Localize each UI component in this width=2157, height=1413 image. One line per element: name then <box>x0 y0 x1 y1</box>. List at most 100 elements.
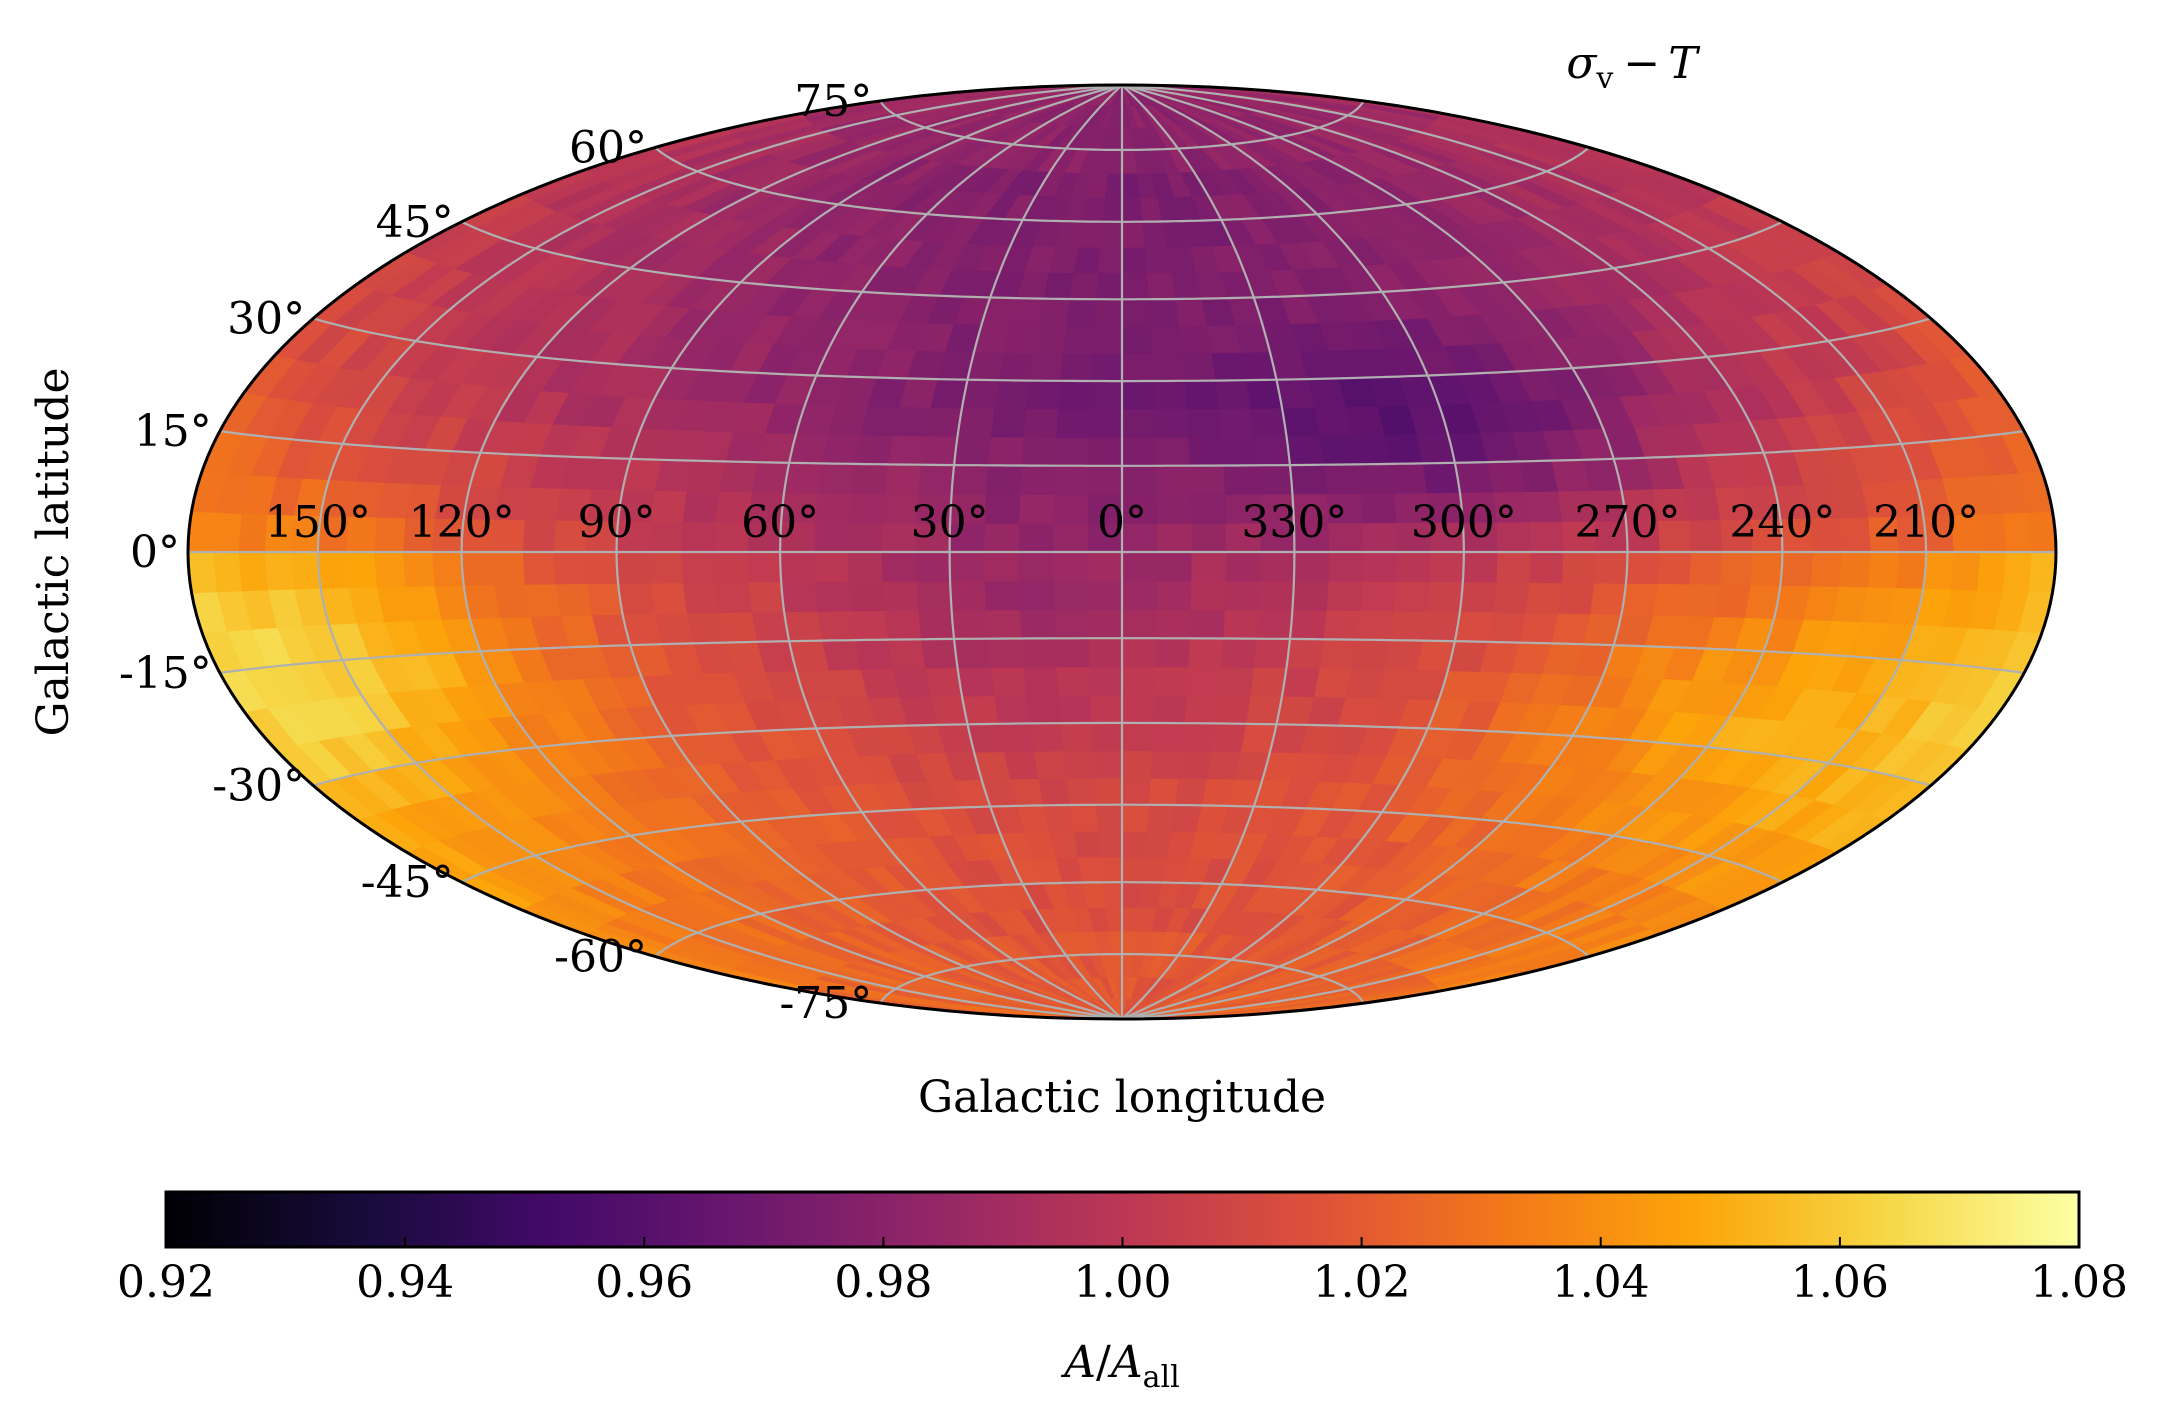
latitude-tick-label: -60° <box>554 931 647 982</box>
heatmap-cell <box>983 522 1020 553</box>
heatmap-cell <box>718 460 758 493</box>
title-sigma: σ <box>1566 38 1598 89</box>
heatmap-cell <box>585 582 624 616</box>
heatmap-cell <box>1351 434 1391 465</box>
heatmap-cell <box>212 511 242 553</box>
heatmap-cell <box>1068 804 1099 832</box>
heatmap-cell <box>402 551 435 587</box>
heatmap-cell <box>1087 436 1123 467</box>
heatmap-cell <box>993 379 1030 410</box>
heatmap-cell <box>1259 551 1295 582</box>
grid-layer <box>188 85 2056 1019</box>
heatmap-cell <box>1022 666 1059 696</box>
heatmap-cell <box>649 582 687 615</box>
heatmap-cell <box>1518 611 1559 644</box>
heatmap-cell <box>1185 666 1222 696</box>
colorbar-tick-label: 1.04 <box>1552 1257 1650 1308</box>
heatmap-cell <box>1593 551 1629 584</box>
heatmap-cell <box>1289 609 1327 640</box>
heatmap-cell <box>1155 580 1192 611</box>
heatmap-cell <box>1222 609 1260 640</box>
heatmap-cell <box>1086 580 1123 611</box>
heatmap-cell <box>431 551 465 587</box>
heatmap-cell <box>1121 272 1150 300</box>
heatmap-cell <box>1459 581 1497 613</box>
heatmap-cell <box>1090 352 1123 382</box>
heatmap-cell <box>1093 298 1123 327</box>
heatmap-cell <box>924 406 963 437</box>
heatmap-cell <box>1253 638 1291 669</box>
heatmap-cell <box>713 551 749 583</box>
heatmap-cell <box>1561 551 1596 584</box>
heatmap-cell <box>984 464 1022 495</box>
heatmap-cell <box>1091 750 1123 779</box>
heatmap-cell <box>880 551 917 582</box>
heatmap-cell <box>1683 486 1721 521</box>
heatmap-cell <box>1022 408 1059 438</box>
heatmap-cell <box>615 551 651 584</box>
heatmap-cell <box>718 611 758 644</box>
heatmap-cell <box>917 464 955 495</box>
heatmap-cell <box>816 610 856 642</box>
colorbar-ticks: 0.92 0.94 0.96 0.98 1.00 1.02 1.04 1.06 1.08 <box>117 1237 2128 1308</box>
heatmap-cell <box>1922 551 1954 590</box>
heatmap-cell <box>1210 351 1247 382</box>
heatmap-cell <box>1121 465 1157 495</box>
heatmap-cell <box>714 581 752 614</box>
longitude-tick-label: 150° <box>265 497 371 548</box>
heatmap-cell <box>1355 609 1394 641</box>
heatmap-cell <box>813 551 849 583</box>
heatmap-cell <box>1383 639 1423 671</box>
heatmap-cell <box>1121 352 1154 382</box>
heatmap-cell <box>1177 750 1212 780</box>
heatmap-cell <box>1657 551 1692 585</box>
heatmap-cell <box>853 434 893 465</box>
heatmap-cell <box>1518 460 1559 493</box>
heatmap-cell <box>920 638 959 669</box>
heatmap-cell <box>1285 435 1324 466</box>
title-minus: − <box>1623 38 1660 89</box>
parallel-gridline <box>312 317 1932 383</box>
heatmap-cell <box>1557 582 1595 615</box>
heatmap-cell <box>1099 221 1123 248</box>
heatmap-cell <box>1053 609 1089 639</box>
heatmap-cell <box>1052 580 1089 611</box>
heatmap-cell <box>1121 246 1148 274</box>
heatmap-cell <box>1087 637 1123 668</box>
longitude-tick-label: 240° <box>1729 497 1835 548</box>
heatmap-cell <box>850 609 889 641</box>
heatmap-cell <box>1183 694 1219 724</box>
latitude-tick-label: -75° <box>779 978 872 1029</box>
heatmap-cell <box>989 666 1027 697</box>
heatmap-cell <box>1359 492 1397 524</box>
heatmap-cell <box>1121 694 1155 724</box>
heatmap-cell <box>1055 408 1091 438</box>
heatmap-cell <box>1395 551 1431 583</box>
heatmap-cell <box>1180 352 1216 382</box>
latitude-tick-label: 60° <box>569 123 647 174</box>
heatmap-cell <box>1121 436 1157 467</box>
heatmap-cell <box>1057 694 1092 724</box>
heatmap-cell <box>1322 609 1361 641</box>
heatmap-cell <box>1190 522 1227 553</box>
heatmap-cell <box>2027 510 2056 553</box>
heatmap-cell <box>1361 551 1398 583</box>
heatmap-cell <box>1121 930 1137 955</box>
colorbar-tick-label: 0.92 <box>117 1257 215 1308</box>
heatmap-cell <box>1147 777 1179 806</box>
heatmap-cell <box>1155 465 1191 495</box>
heatmap-cell <box>949 551 985 582</box>
heatmap-cell <box>956 666 995 697</box>
heatmap-cell <box>1017 551 1054 582</box>
colorbar-tick-label: 0.96 <box>595 1257 693 1308</box>
heatmap-cell <box>917 609 955 640</box>
heatmap-cell <box>1121 666 1156 696</box>
heatmap-cell <box>1281 406 1320 437</box>
heatmap-cell <box>1121 856 1145 883</box>
heatmap-cell <box>1327 551 1364 582</box>
heatmap-cell <box>1809 551 1842 587</box>
heatmap-cell <box>1361 521 1398 553</box>
cbar-label-subscript: all <box>1143 1360 1180 1395</box>
heatmap-cell <box>681 490 720 523</box>
heatmap-cell <box>746 551 782 583</box>
